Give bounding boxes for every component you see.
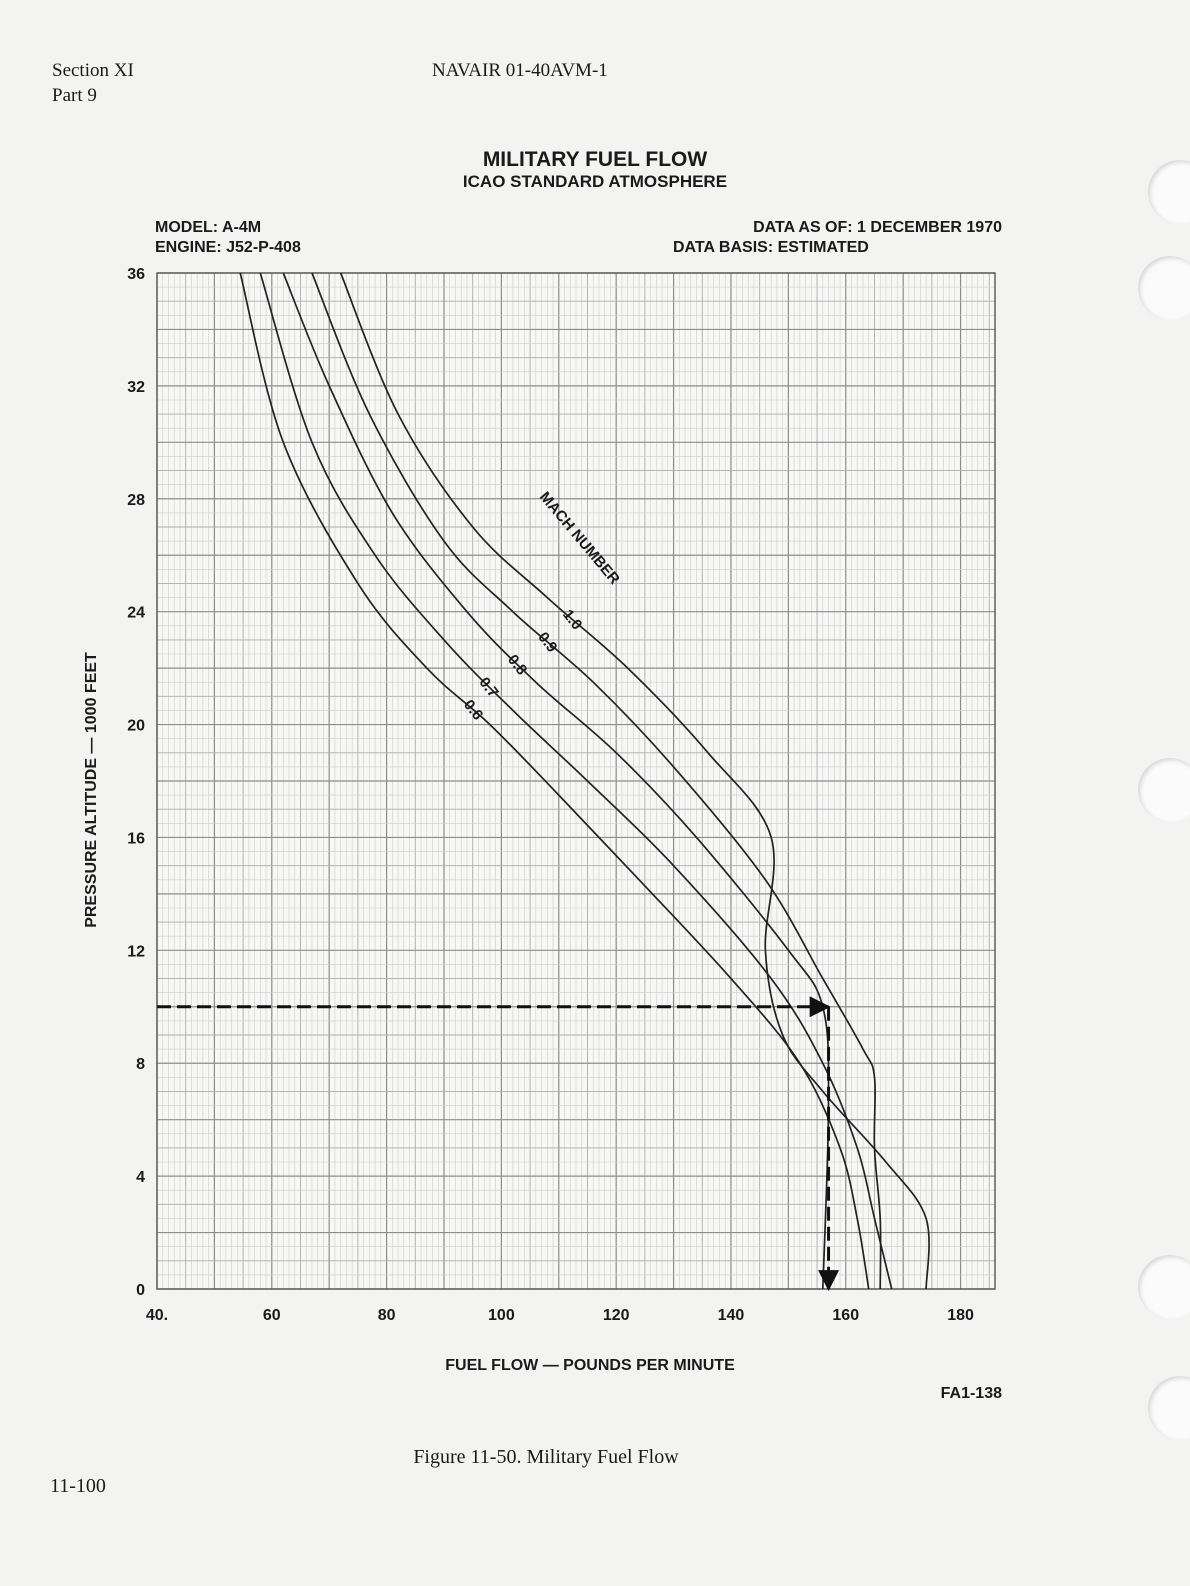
chart-subtitle: ICAO STANDARD ATMOSPHERE <box>463 172 727 191</box>
figure-code: FA1-138 <box>941 1385 1002 1402</box>
x-tick-label: 100 <box>488 1307 515 1324</box>
x-tick-label: 60 <box>263 1307 281 1324</box>
y-tick-label: 20 <box>127 718 145 735</box>
page-number: 11-100 <box>50 1475 106 1497</box>
chart-axes <box>156 272 996 1290</box>
chart-annotations <box>157 996 840 1292</box>
data-as-of-label: DATA AS OF: 1 DECEMBER 1970 <box>753 219 1002 236</box>
chart-tick-labels: 40. 60 80 100 120 140 160 180 0 4 8 12 16 20 24 28 32 36 <box>127 266 974 1324</box>
series-line <box>259 272 893 1290</box>
plot-frame <box>156 272 996 1290</box>
data-basis-label: DATA BASIS: ESTIMATED <box>673 239 869 256</box>
section-label: Section XI Part 9 <box>52 58 134 108</box>
part-text: Part 9 <box>52 85 97 106</box>
binder-hole <box>1138 758 1190 822</box>
model-label: MODEL: A-4M <box>155 219 261 236</box>
x-tick-label: 120 <box>603 1307 630 1324</box>
x-tick-label: 160 <box>832 1307 859 1324</box>
figure-caption: Figure 11-50. Military Fuel Flow <box>413 1446 679 1468</box>
x-tick-label: 40. <box>146 1307 168 1324</box>
engine-label: ENGINE: J52-P-408 <box>155 239 301 256</box>
binder-hole <box>1138 256 1190 320</box>
y-tick-label: 4 <box>136 1169 145 1186</box>
x-tick-label: 180 <box>947 1307 974 1324</box>
x-tick-label: 140 <box>718 1307 745 1324</box>
y-tick-label: 12 <box>127 943 145 960</box>
y-tick-label: 0 <box>136 1282 145 1299</box>
document-number: NAVAIR 01-40AVM-1 <box>432 60 608 81</box>
x-axis-label: FUEL FLOW — POUNDS PER MINUTE <box>445 1357 735 1374</box>
section-text: Section XI <box>52 60 134 81</box>
y-tick-label: 8 <box>136 1056 145 1073</box>
x-tick-label: 80 <box>378 1307 396 1324</box>
y-tick-label: 16 <box>127 830 145 847</box>
y-tick-label: 32 <box>127 379 145 396</box>
series-line <box>239 272 870 1290</box>
y-tick-label: 24 <box>127 605 145 622</box>
y-tick-label: 36 <box>127 266 145 283</box>
series-line <box>282 272 830 1290</box>
binder-hole <box>1138 1255 1190 1319</box>
chart-title: MILITARY FUEL FLOW <box>483 148 708 171</box>
y-tick-label: 28 <box>127 492 145 509</box>
chart-grid <box>156 272 996 1290</box>
y-axis-label: PRESSURE ALTITUDE — 1000 FEET <box>83 652 100 928</box>
series-line <box>339 272 930 1290</box>
series-line <box>311 272 882 1290</box>
